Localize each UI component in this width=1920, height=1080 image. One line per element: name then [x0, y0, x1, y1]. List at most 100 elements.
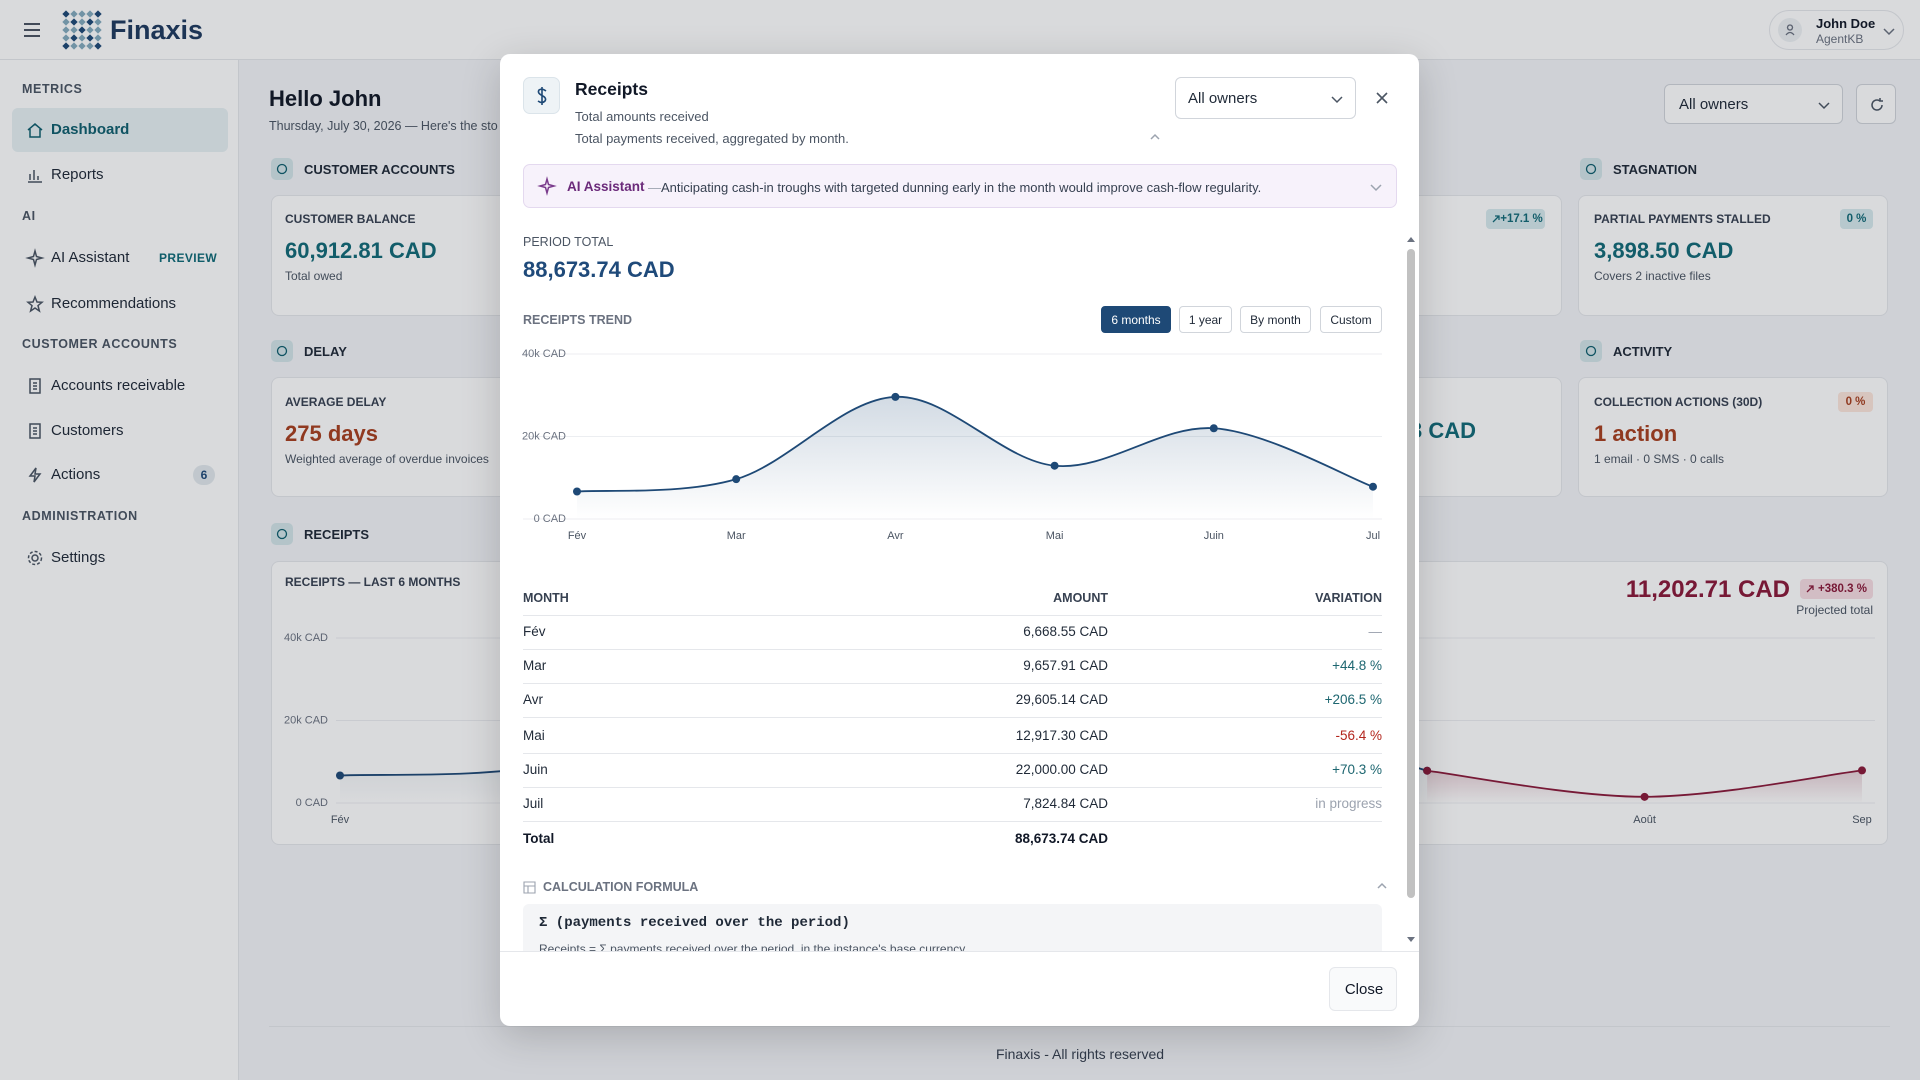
icon-shape — [537, 87, 547, 105]
sidebar: METRICS Dashboard Reports AI AI Assistant PRE… — [0, 60, 239, 1080]
icon-shape — [29, 378, 41, 394]
icon — [1377, 882, 1387, 889]
scrollbar — [1407, 237, 1415, 942]
range-button[interactable]: 6 months — [1101, 306, 1171, 333]
range-button[interactable]: Custom — [1320, 306, 1382, 333]
range-button[interactable]: 1 year — [1179, 306, 1232, 333]
area — [577, 396, 1373, 519]
table-total: 88,673.74 CAD — [1014, 831, 1108, 846]
line — [576, 395, 1374, 493]
table-header: MONTH — [523, 591, 569, 605]
logo-cell — [94, 26, 102, 34]
icon-shape — [1377, 882, 1387, 889]
avatar — [1778, 18, 1802, 42]
icon — [27, 550, 43, 566]
nav-item[interactable]: Reports — [12, 153, 228, 197]
table-month: Avr — [523, 692, 544, 707]
receipts-trend-chart: 0 CAD 20k CAD 40k CAD Fév Mar Avr Mai Juin Jul — [522, 348, 1382, 542]
scroll-thumb — [1407, 249, 1415, 898]
nav-item[interactable]: Recommendations — [12, 282, 228, 326]
logo-cell — [78, 18, 86, 26]
icon-shape — [31, 554, 39, 562]
table-month: Juin — [523, 762, 548, 777]
y-tick-label: 0 CAD — [534, 513, 566, 525]
ai-label: AI Assistant — [567, 179, 645, 194]
close-icon[interactable] — [1374, 90, 1390, 106]
range-button[interactable]: By month — [1240, 306, 1311, 333]
range-button-label: 6 months — [1111, 312, 1161, 327]
nav-item[interactable]: Dashboard — [12, 108, 228, 152]
nav-item[interactable]: Customers — [12, 409, 228, 453]
nav-badge: 6 — [193, 465, 215, 485]
table-header: AMOUNT — [1053, 591, 1108, 605]
x-tick-label: Fév — [568, 530, 587, 542]
range-button-label: 1 year — [1188, 312, 1223, 327]
table-header: VARIATION — [1315, 591, 1382, 605]
logo-cell — [78, 26, 86, 34]
table-month: Juil — [523, 796, 544, 811]
top-bar: Finaxis John Doe AgentKB — [0, 0, 1920, 60]
close-button[interactable]: Close — [1329, 967, 1397, 1011]
table-variation: — — [1368, 624, 1383, 639]
menu-button[interactable] — [22, 20, 42, 40]
scroll-arrow — [1407, 937, 1415, 942]
table-rule — [523, 683, 1382, 684]
nav-item[interactable]: Actions 6 — [12, 453, 228, 497]
table-variation: in progress — [1315, 796, 1382, 811]
table-amount: 22,000.00 CAD — [1015, 762, 1108, 777]
nav-label: Dashboard — [51, 121, 130, 138]
nav-item[interactable]: Settings — [12, 536, 228, 580]
logo-cell — [70, 18, 78, 26]
owner-select[interactable]: All owners — [1175, 77, 1356, 119]
icon-shape — [28, 170, 42, 183]
modal-title: Receipts — [575, 78, 648, 99]
x-tick-label: Mai — [1046, 530, 1064, 542]
section-title: ADMINISTRATION — [22, 509, 138, 523]
user-menu[interactable]: John Doe AgentKB — [1769, 10, 1904, 50]
point — [573, 487, 581, 496]
y-tick-label: 40k CAD — [522, 348, 566, 360]
point — [732, 475, 741, 484]
table-month: Mai — [523, 728, 545, 743]
section-title: METRICS — [22, 82, 83, 96]
table-amount: 12,917.30 CAD — [1015, 728, 1108, 743]
icon — [27, 123, 43, 138]
icon-shape — [1150, 133, 1160, 140]
icon[interactable] — [1146, 128, 1164, 146]
icon-shape — [27, 123, 43, 138]
table-rule — [523, 717, 1382, 718]
icon — [28, 467, 42, 483]
point — [1209, 424, 1218, 433]
icon — [25, 248, 45, 268]
table-amount: 6,668.55 CAD — [1023, 624, 1108, 639]
x-tick-label: Juin — [1204, 530, 1224, 542]
section-title: CUSTOMER ACCOUNTS — [22, 337, 178, 351]
icon-shape — [537, 176, 557, 196]
logo-cell — [86, 26, 94, 34]
scroll-arrow — [1407, 237, 1415, 242]
modal-icon — [523, 77, 560, 114]
icon-shape — [523, 881, 536, 894]
icon — [29, 378, 41, 394]
icon — [1370, 184, 1382, 192]
table-month: Fév — [523, 624, 546, 639]
icon — [537, 176, 557, 196]
chart-title: RECEIPTS TREND — [523, 313, 633, 327]
icon-shape — [26, 294, 44, 313]
nav-badge-text: 6 — [200, 468, 208, 482]
nav-label: AI Assistant — [51, 249, 130, 266]
nav-label: Customers — [51, 422, 124, 439]
table-rule — [523, 615, 1382, 616]
logo-cell — [70, 26, 78, 34]
table-rule — [523, 787, 1382, 788]
formula-icon — [523, 881, 536, 894]
nav-item[interactable]: Accounts receivable — [12, 364, 228, 408]
ai-banner[interactable]: AI Assistant — Anticipating cash-in trough… — [523, 164, 1397, 208]
icon-shape — [25, 248, 45, 268]
nav-item[interactable]: AI Assistant PREVIEW — [12, 236, 228, 280]
icon — [1883, 28, 1895, 36]
formula-title: CALCULATION FORMULA — [543, 880, 699, 894]
point — [1369, 482, 1377, 491]
avatar-icon — [1785, 24, 1795, 36]
icon-shape — [29, 423, 41, 439]
